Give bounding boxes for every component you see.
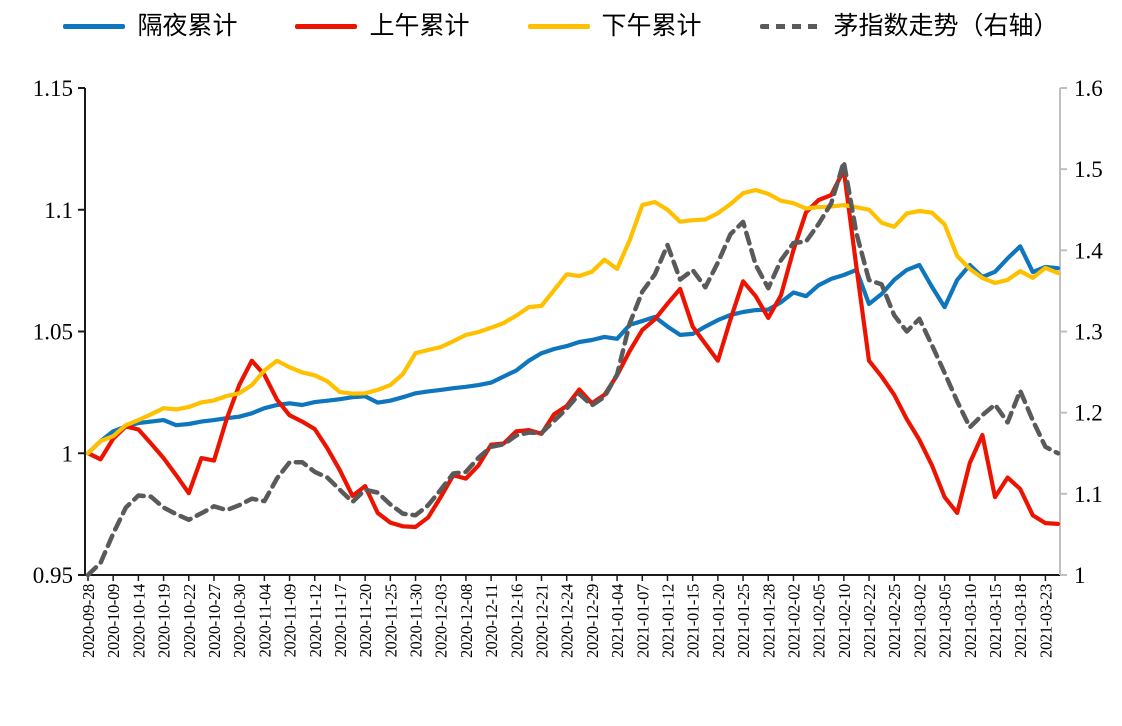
legend-item-afternoon: 下午累计	[527, 13, 702, 40]
legend-label: 茅指数走势（右轴）	[833, 13, 1059, 40]
left-axis-tick-label: 0.95	[33, 563, 73, 588]
x-axis-date-label: 2020-11-12	[306, 584, 325, 657]
x-axis-date-label: 2021-02-25	[885, 584, 904, 658]
x-axis-date-label: 2020-10-22	[180, 584, 199, 658]
x-axis-date-label: 2020-12-21	[533, 584, 552, 658]
x-axis-date-label: 2020-11-25	[381, 584, 400, 657]
series-line-茅指数走势（右轴）	[85, 159, 1061, 578]
x-axis-date-label: 2021-02-22	[860, 584, 879, 658]
x-axis-date-label: 2021-03-15	[986, 584, 1005, 658]
x-axis-date-label: 2020-10-19	[155, 584, 174, 658]
series-line-隔夜累计	[85, 244, 1061, 456]
x-axis-date-label: 2020-10-09	[104, 584, 123, 658]
x-axis-date-label: 2020-12-11	[482, 584, 501, 657]
legend-label: 隔夜累计	[137, 13, 238, 40]
legend-item-overnight: 隔夜累计	[63, 14, 237, 39]
legend-item-morning: 上午累计	[295, 13, 470, 40]
left-axis-tick-label: 1.05	[33, 320, 73, 345]
left-axis-tick-label: 1.15	[33, 76, 73, 101]
x-axis-date-label: 2021-03-05	[936, 584, 955, 658]
afternoon-line-swatch	[527, 24, 590, 29]
x-axis-date-label: 2021-01-20	[709, 584, 728, 658]
x-axis-date-label: 2020-09-28	[79, 584, 98, 658]
x-axis-date-label: 2021-02-10	[835, 584, 854, 658]
series-line-上午累计	[85, 168, 1061, 530]
right-axis-tick-label: 1.5	[1074, 157, 1103, 182]
x-axis-date-label: 2020-11-04	[255, 584, 274, 657]
chart-legend: 隔夜累计 上午累计 下午累计 茅指数走势（右轴）	[0, 14, 1122, 39]
x-axis-date-label: 2021-03-23	[1036, 584, 1055, 658]
x-axis-date-label: 2020-11-30	[407, 584, 426, 657]
x-axis-date-label: 2020-10-27	[205, 584, 224, 658]
right-axis-tick-label: 1	[1074, 563, 1086, 588]
x-axis-date-label: 2021-03-10	[961, 584, 980, 658]
legend-label: 上午累计	[369, 13, 470, 40]
legend-label: 下午累计	[601, 13, 702, 40]
x-axis-date-label: 2021-01-04	[608, 584, 627, 658]
x-axis-date-label: 2021-03-02	[910, 584, 929, 658]
x-axis-date-label: 2021-03-18	[1011, 584, 1030, 658]
mao-index-dashed-swatch	[759, 24, 822, 29]
x-axis-date-label: 2020-10-14	[129, 584, 148, 658]
legend-item-mao-index: 茅指数走势（右轴）	[759, 13, 1059, 40]
x-axis-date-label: 2020-12-03	[432, 584, 451, 658]
right-axis-tick-label: 1.2	[1074, 401, 1103, 426]
overnight-line-swatch	[63, 24, 126, 29]
x-axis-date-label: 2020-12-29	[583, 584, 602, 658]
left-axis-tick-label: 1	[62, 441, 74, 466]
right-axis-tick-label: 1.1	[1074, 482, 1103, 507]
x-axis-date-label: 2020-11-20	[356, 584, 375, 657]
x-axis-date-label: 2020-11-17	[331, 584, 350, 657]
series-line-下午累计	[85, 187, 1061, 456]
x-axis-date-label: 2020-12-24	[558, 584, 577, 658]
right-axis-tick-label: 1.4	[1074, 238, 1103, 263]
x-axis-date-label: 2021-02-05	[810, 584, 829, 658]
left-axis-tick-label: 1.1	[44, 198, 73, 223]
x-axis-date-label: 2021-01-25	[734, 584, 753, 658]
x-axis-date-label: 2021-01-07	[633, 584, 652, 658]
right-axis-tick-label: 1.6	[1074, 76, 1103, 101]
x-axis-date-label: 2021-01-12	[658, 584, 677, 658]
x-axis-date-label: 2020-11-09	[281, 584, 300, 657]
x-axis-date-label: 2021-01-28	[759, 584, 778, 658]
x-axis-date-label: 2020-10-30	[230, 584, 249, 658]
right-axis-tick-label: 1.3	[1074, 320, 1103, 345]
x-axis-date-label: 2020-12-16	[507, 584, 526, 658]
x-axis-date-label: 2021-01-15	[684, 584, 703, 658]
morning-line-swatch	[295, 24, 358, 29]
x-axis-date-label: 2021-02-02	[784, 584, 803, 658]
x-axis-date-label: 2020-12-08	[457, 584, 476, 658]
